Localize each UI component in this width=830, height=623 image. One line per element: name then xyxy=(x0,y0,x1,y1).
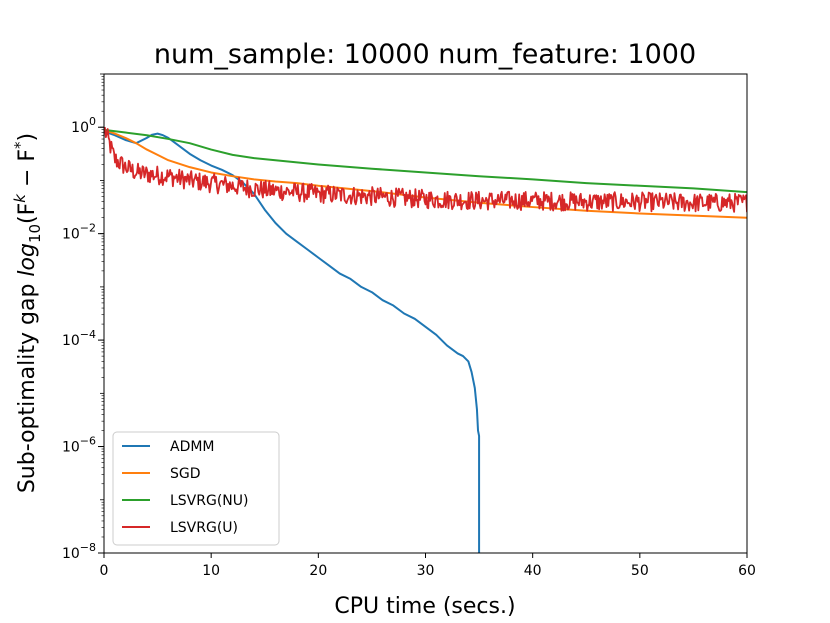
y-tick-label: 10−8 xyxy=(62,541,96,562)
x-tick-label: 40 xyxy=(524,563,542,579)
series-layer xyxy=(104,126,747,553)
y-axis-title-open: (F xyxy=(15,203,40,224)
y-axis-title-k-sup: k xyxy=(11,193,29,203)
legend-box xyxy=(112,431,280,546)
series-line-lsvrg-nu xyxy=(104,128,747,194)
y-tick-label: 10−4 xyxy=(62,328,96,349)
x-tick-label: 20 xyxy=(309,563,327,579)
x-axis-title: CPU time (secs.) xyxy=(334,594,515,619)
x-tick-label: 10 xyxy=(202,563,220,579)
y-axis-title-prefix: Sub-optimality gap xyxy=(15,277,40,494)
y-axis-title-minus: − F xyxy=(15,149,40,194)
y-axis-title-log-sub: 10 xyxy=(26,224,44,243)
series-line-admm xyxy=(104,130,481,553)
x-tick-label: 30 xyxy=(417,563,435,579)
legend-label-lsvrg-nu: LSVRG(NU) xyxy=(170,493,248,509)
y-axis-title: Sub-optimality gap log10(Fk − F*) xyxy=(11,133,44,493)
legend-label-admm: ADMM xyxy=(170,439,215,455)
legend: ADMM SGD LSVRG(NU) LSVRG(U) xyxy=(112,431,280,546)
x-axis: 0 10 20 30 40 50 60 xyxy=(100,553,756,579)
series-line-lsvrg-u xyxy=(104,126,747,213)
x-tick-label: 60 xyxy=(738,563,756,579)
y-tick-label: 100 xyxy=(71,115,96,136)
legend-label-lsvrg-u: LSVRG(U) xyxy=(170,520,238,536)
y-axis-title-star-sup: * xyxy=(11,141,29,149)
series-line-sgd xyxy=(104,128,747,219)
legend-label-sgd: SGD xyxy=(170,466,201,482)
y-axis-title-close: ) xyxy=(15,133,40,142)
y-tick-label: 10−2 xyxy=(62,222,96,243)
y-axis-title-log: log xyxy=(15,243,40,277)
x-tick-label: 50 xyxy=(631,563,649,579)
x-tick-label: 0 xyxy=(100,563,109,579)
y-axis: 100 10−2 10−4 10−6 10−8 xyxy=(62,73,104,562)
chart-title: num_sample: 10000 num_feature: 1000 xyxy=(154,39,696,70)
y-tick-label: 10−6 xyxy=(62,435,96,456)
